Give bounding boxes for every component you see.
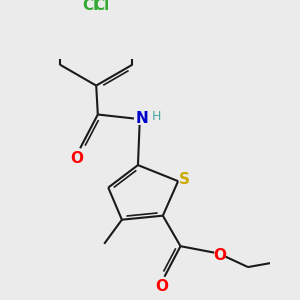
Text: Cl: Cl xyxy=(82,0,99,13)
Text: N: N xyxy=(136,111,148,126)
Text: O: O xyxy=(70,151,83,166)
Text: S: S xyxy=(179,172,190,187)
Text: Cl: Cl xyxy=(94,0,110,13)
Text: H: H xyxy=(152,110,161,123)
Text: O: O xyxy=(213,248,226,262)
Text: O: O xyxy=(155,279,169,294)
